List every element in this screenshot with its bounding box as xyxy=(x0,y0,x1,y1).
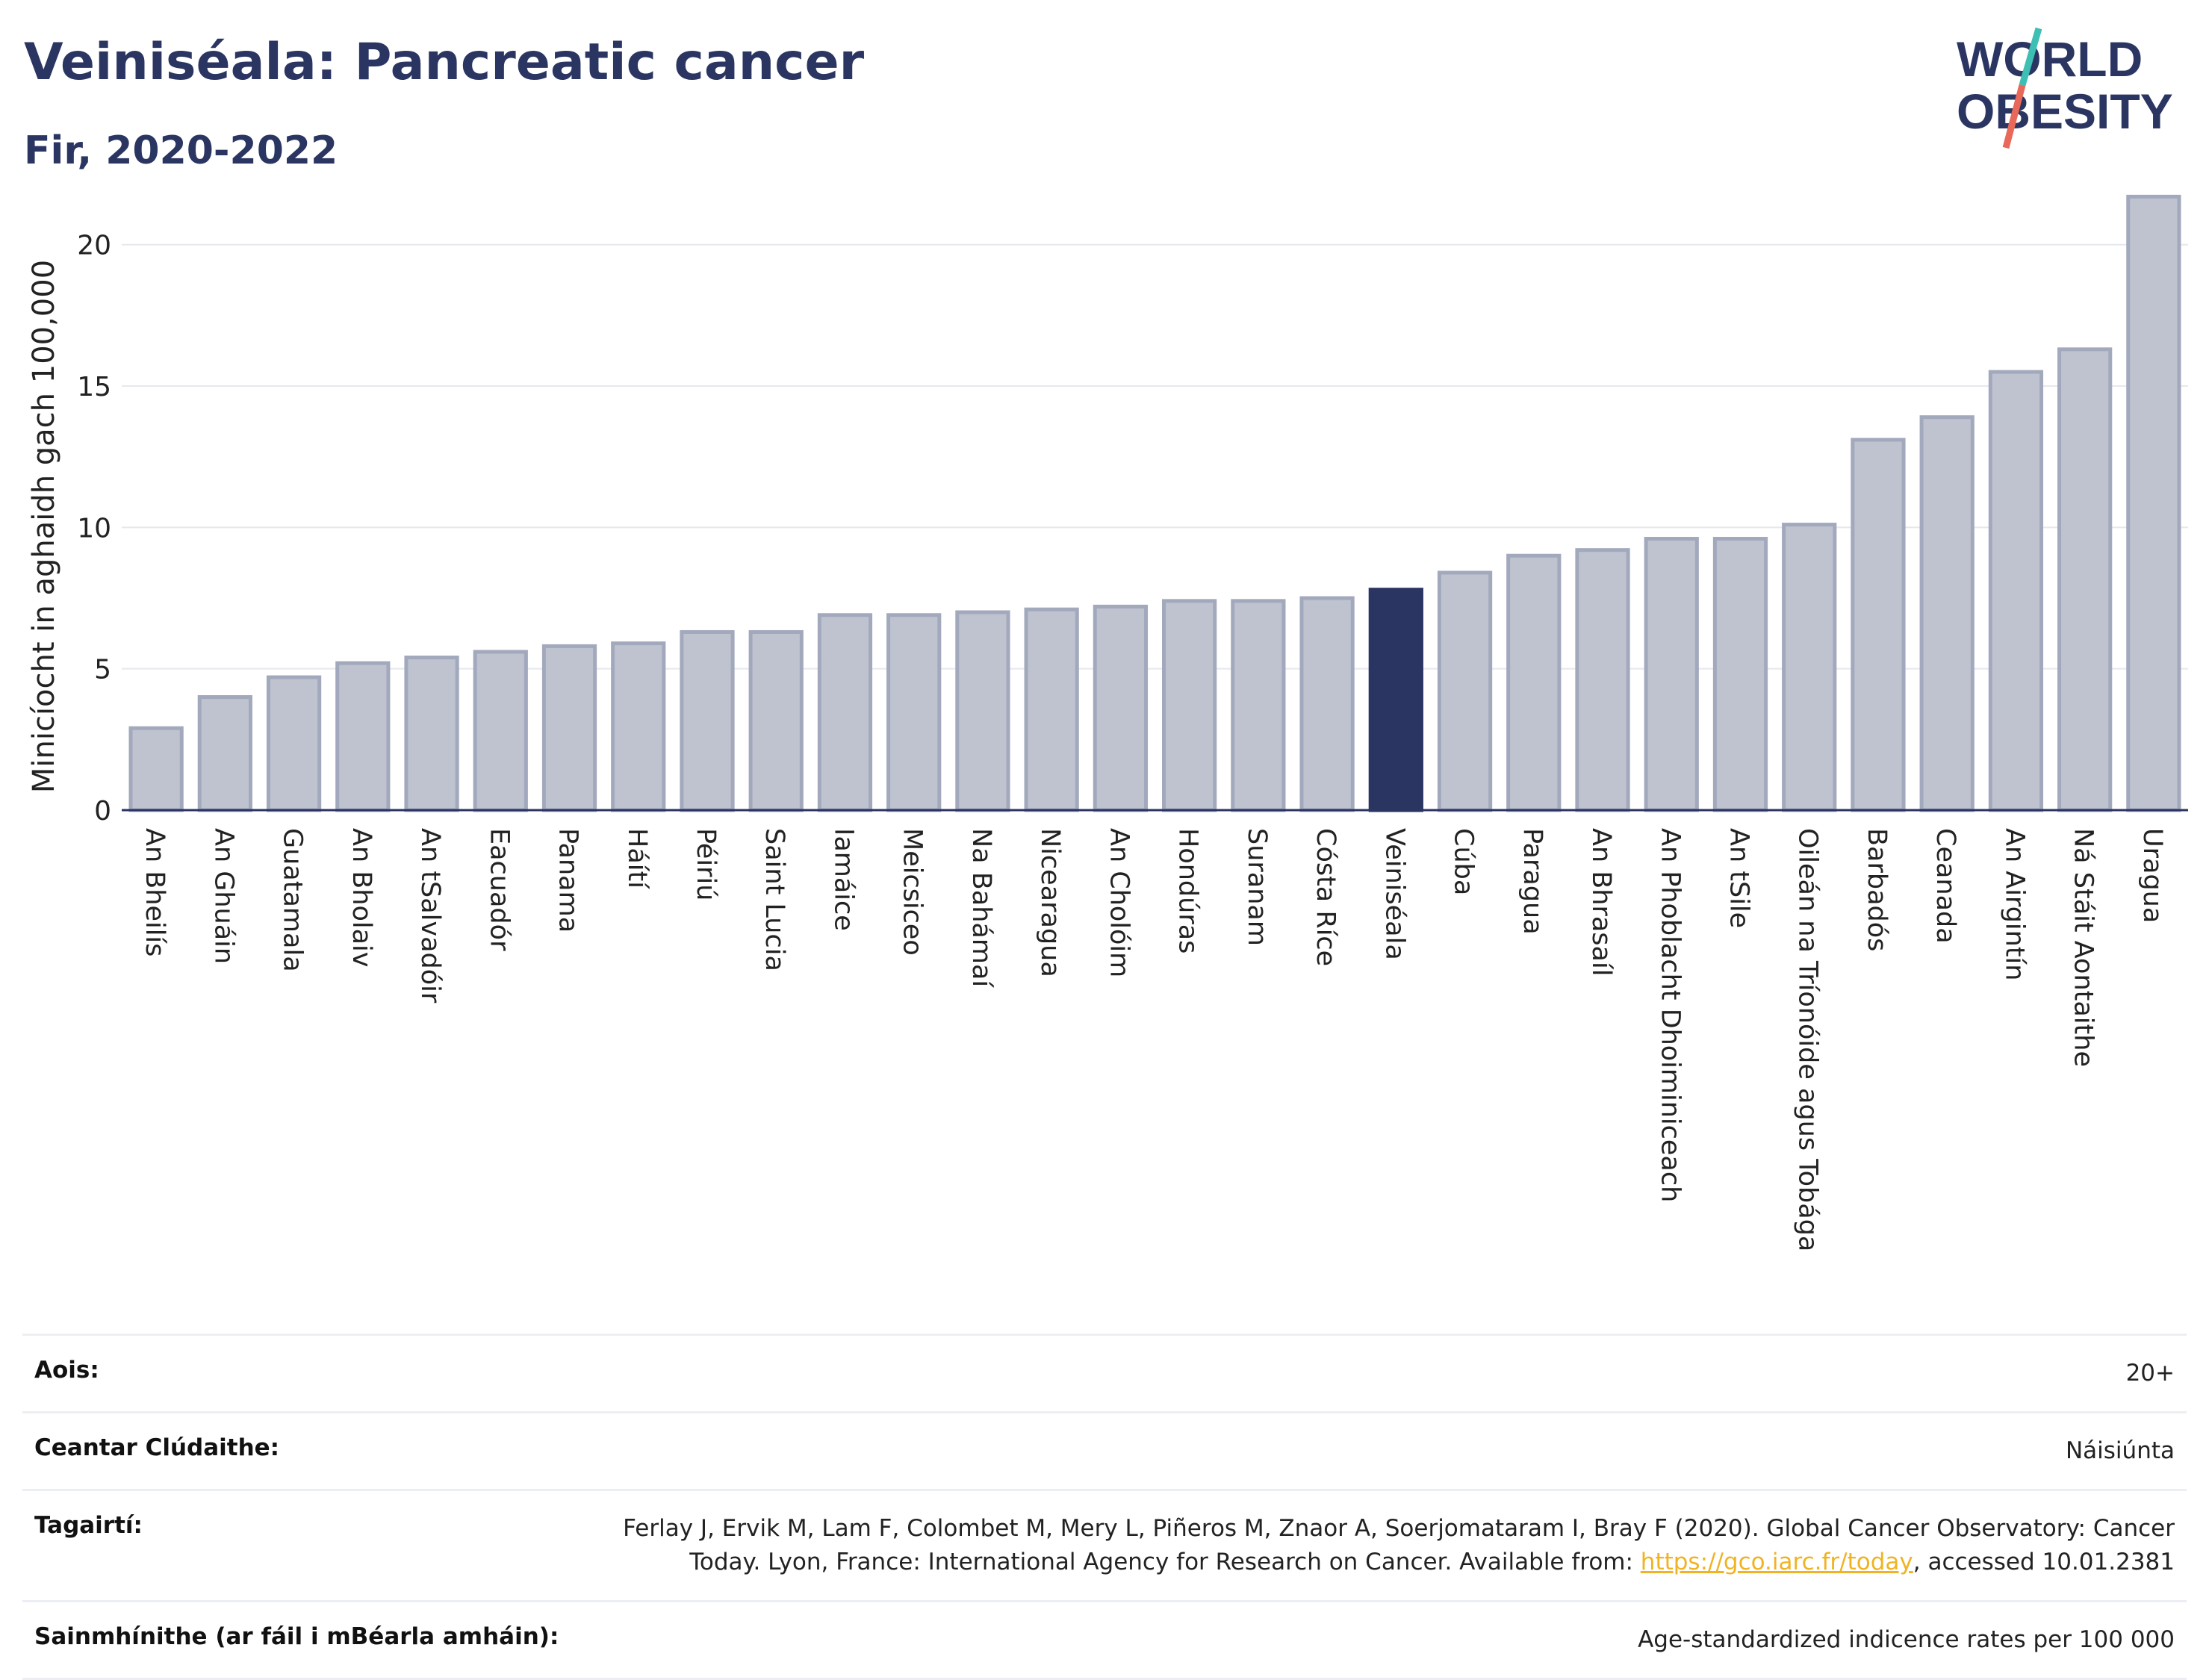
bar-28[interactable] xyxy=(2057,347,2113,812)
meta-value-references: Ferlay J, Ervik M, Lam F, Colombet M, Me… xyxy=(606,1512,2175,1579)
logo-line1: WORLD xyxy=(1957,31,2143,87)
x-tick-label: Saint Lucia xyxy=(759,828,789,971)
x-tick-label: An Bhrasaíl xyxy=(1586,828,1616,976)
bar-18[interactable] xyxy=(1368,588,1423,812)
x-tick-label: Barbadós xyxy=(1862,828,1892,951)
bar-1[interactable] xyxy=(197,695,252,812)
x-tick-label: Eacuadór xyxy=(484,828,514,951)
reference-accessed: , accessed 10.01.2381 xyxy=(1913,1548,2175,1575)
bar-2[interactable] xyxy=(266,675,322,812)
meta-value-coverage: Náisiúnta xyxy=(2065,1437,2175,1464)
y-tick-label: 15 xyxy=(77,372,111,402)
x-tick-label: Na Bahámaí xyxy=(966,828,996,988)
meta-row-coverage: Ceantar Clúdaithe: Náisiúnta xyxy=(22,1410,2187,1489)
bar-8[interactable] xyxy=(680,629,735,812)
x-tick-label: An tSalvadóir xyxy=(415,828,445,1004)
x-tick-label: Cúba xyxy=(1449,828,1479,895)
x-tick-label: Veiniséala xyxy=(1379,828,1409,960)
bar-10[interactable] xyxy=(817,613,873,812)
bar-9[interactable] xyxy=(748,629,804,812)
meta-value-age: 20+ xyxy=(2125,1360,2175,1387)
metadata-table: Aois: 20+ Ceantar Clúdaithe: Náisiúnta T… xyxy=(22,1334,2187,1680)
meta-value-definitions: Age-standardized indicence rates per 100… xyxy=(1638,1625,2175,1653)
x-tick-label: An Bholaiv xyxy=(347,828,376,967)
y-tick-label: 0 xyxy=(94,796,111,827)
x-tick-label: An tSile xyxy=(1724,828,1753,928)
bar-4[interactable] xyxy=(404,656,459,812)
y-axis-label: Minicíocht in aghaidh gach 100,000 xyxy=(27,260,61,793)
meta-row-age: Aois: 20+ xyxy=(22,1334,2187,1411)
logo-slash-coral xyxy=(2002,84,2026,149)
bar-3[interactable] xyxy=(335,661,391,812)
bar-24[interactable] xyxy=(1782,523,1837,812)
x-tick-label: Ná Stáit Aontaithe xyxy=(2069,828,2098,1067)
chart-subtitle: Fir, 2020-2022 xyxy=(24,128,338,173)
bar-27[interactable] xyxy=(1988,370,2044,812)
y-tick-label: 10 xyxy=(77,513,111,544)
x-tick-label: Háítí xyxy=(622,828,652,889)
x-tick-label: Meicsiceo xyxy=(898,828,928,956)
x-tick-label: An Bheilís xyxy=(140,828,170,956)
x-tick-label: Panama xyxy=(553,828,583,933)
x-tick-label: Uragua xyxy=(2137,828,2167,923)
bar-chart: 0 5 10 15 20 An Bheilís An Ghuáin Guatamala An B… xyxy=(27,194,2188,1251)
x-tick-label: Hondúras xyxy=(1173,828,1203,953)
bar-13[interactable] xyxy=(1024,607,1079,812)
x-tick-label: Guatamala xyxy=(278,828,308,972)
axes: 0 5 10 15 20 An Bheilís An Ghuáin Guatamala An B… xyxy=(77,231,2188,1251)
x-tick-label: Paragua xyxy=(1517,828,1547,935)
reference-text: Ferlay J, Ervik M, Lam F, Colombet M, Me… xyxy=(623,1514,2175,1575)
bar-22[interactable] xyxy=(1644,537,1699,812)
bar-25[interactable] xyxy=(1851,438,1906,812)
x-tick-label: Suranam xyxy=(1242,828,1272,946)
bar-26[interactable] xyxy=(1919,415,1975,812)
meta-row-references: Tagairtí: Ferlay J, Ervik M, Lam F, Colo… xyxy=(22,1488,2187,1600)
meta-label-definitions: Sainmhínithe (ar fáil i mBéarla amháin): xyxy=(34,1623,559,1650)
x-tick-label: Péiriú xyxy=(691,828,721,900)
x-tick-label: Oileán na Tríonóide agus Tobága xyxy=(1793,828,1823,1251)
x-tick-label: Nicearagua xyxy=(1035,828,1065,977)
meta-row-definitions: Sainmhínithe (ar fáil i mBéarla amháin):… xyxy=(22,1599,2187,1680)
x-tick-label: An Airgintín xyxy=(1999,828,2029,980)
y-tick-label: 5 xyxy=(94,655,111,685)
x-tick-label: An Cholóim xyxy=(1104,828,1134,977)
bar-23[interactable] xyxy=(1712,537,1768,812)
bar-21[interactable] xyxy=(1575,548,1630,812)
logo-line2: OBESITY xyxy=(1957,84,2173,139)
bar-7[interactable] xyxy=(611,641,666,812)
meta-label-coverage: Ceantar Clúdaithe: xyxy=(34,1434,280,1461)
meta-label-references: Tagairtí: xyxy=(34,1511,143,1539)
bar-19[interactable] xyxy=(1437,570,1493,812)
grid-lines xyxy=(122,243,2188,670)
bar-14[interactable] xyxy=(1093,604,1149,812)
bar-6[interactable] xyxy=(541,644,597,812)
x-tick-label: Iamáice xyxy=(828,828,858,931)
x-tick-label: An Ghuáin xyxy=(208,828,238,964)
world-obesity-logo: WORLD OBESITY xyxy=(1957,27,2173,149)
bar-29[interactable] xyxy=(2126,194,2181,812)
x-tick-label: Cósta Ríce xyxy=(1311,828,1340,966)
bar-20[interactable] xyxy=(1506,553,1562,812)
bar-16[interactable] xyxy=(1231,599,1286,812)
bar-5[interactable] xyxy=(473,650,528,812)
y-tick-label: 20 xyxy=(77,231,111,261)
bar-0[interactable] xyxy=(128,726,184,812)
x-tick-label: An Phoblacht Dhoiminiceach xyxy=(1655,828,1685,1202)
logo-slash-teal xyxy=(2019,27,2042,87)
chart-title: Veiniséala: Pancreatic cancer xyxy=(24,33,865,92)
bar-15[interactable] xyxy=(1161,599,1217,812)
bar-11[interactable] xyxy=(886,613,942,812)
x-tick-label: Ceanada xyxy=(1930,828,1960,944)
meta-label-age: Aois: xyxy=(34,1357,99,1384)
bars xyxy=(128,194,2181,812)
reference-link[interactable]: https://gco.iarc.fr/today xyxy=(1640,1548,1913,1575)
bar-17[interactable] xyxy=(1299,596,1355,812)
bar-12[interactable] xyxy=(955,610,1010,812)
